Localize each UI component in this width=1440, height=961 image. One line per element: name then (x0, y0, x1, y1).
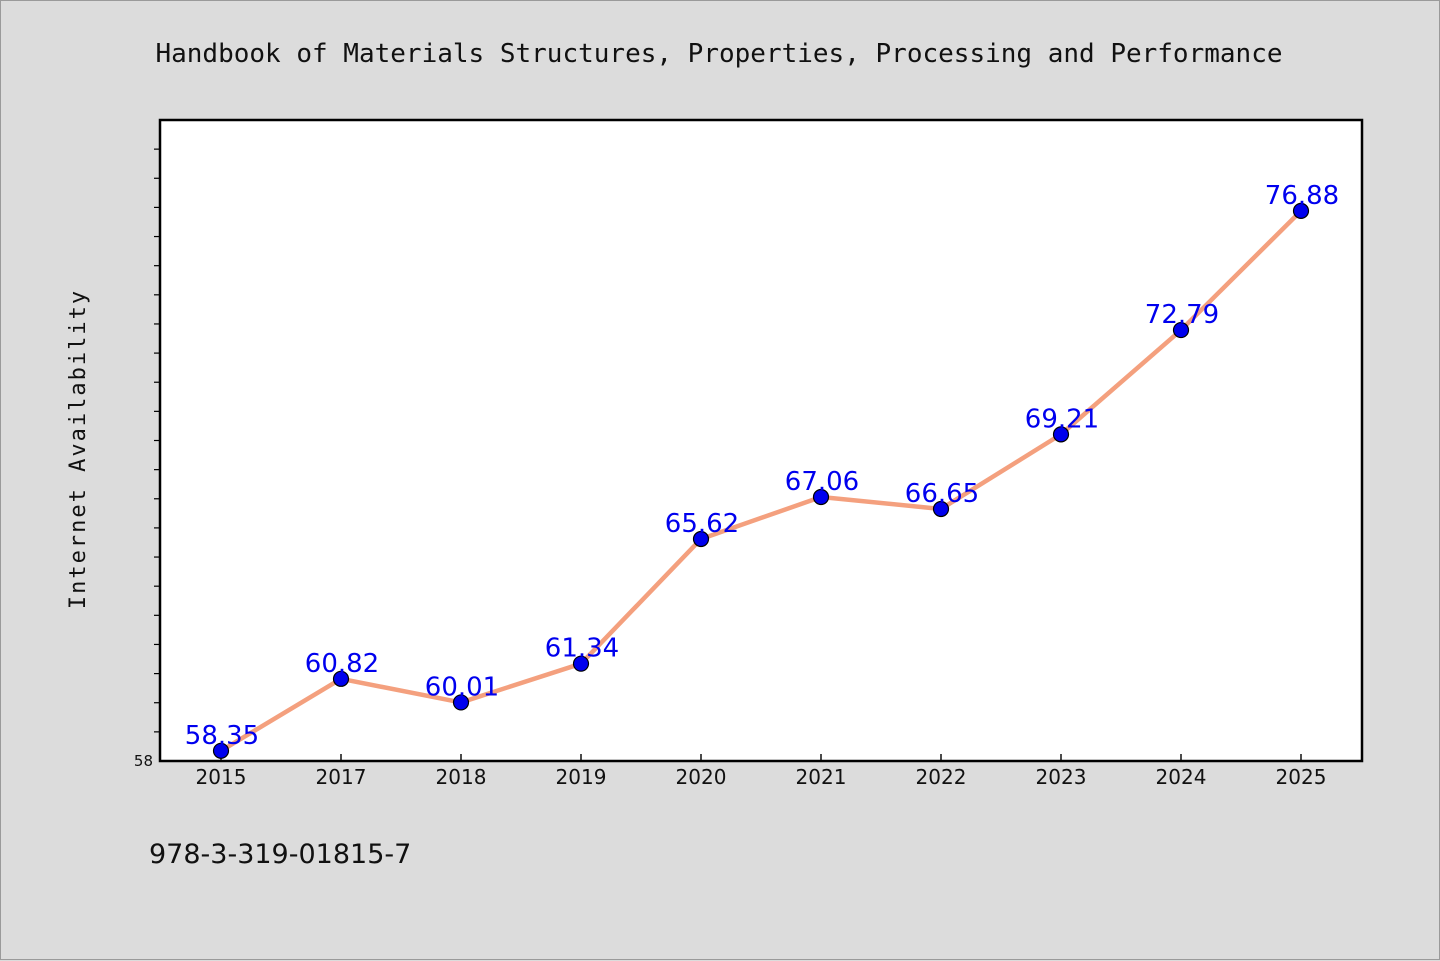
data-label: 61.34 (545, 634, 619, 664)
data-label: 72.79 (1145, 300, 1219, 330)
x-tick-label: 2022 (916, 765, 967, 789)
y-axis-label: Internet Availability (66, 289, 91, 609)
series-layer (218, 208, 1304, 754)
x-tick-label: 2025 (1276, 765, 1327, 789)
data-point (572, 655, 590, 672)
x-tick-label: 2023 (1036, 765, 1087, 789)
data-label: 60.01 (425, 672, 499, 702)
data-point (932, 500, 950, 518)
data-point (1172, 321, 1190, 339)
data-label: 60.82 (305, 649, 379, 679)
data-point (812, 488, 830, 506)
data-point (1052, 426, 1070, 443)
x-tick-label: 2024 (1156, 765, 1207, 789)
data-label: 76.88 (1265, 181, 1339, 211)
x-tick-label: 2018 (436, 765, 487, 789)
marker-layer (212, 202, 1310, 759)
chart-title: Handbook of Materials Structures, Proper… (155, 39, 1282, 69)
y-axis-ticks: 58 (134, 148, 160, 770)
data-point (692, 530, 710, 548)
data-label: 67.06 (785, 467, 859, 497)
data-point (452, 694, 470, 711)
plot-area (158, 118, 1364, 763)
x-tick-label: 2021 (796, 765, 847, 789)
x-tick-label: 2020 (676, 765, 727, 789)
x-tick-label: 2015 (196, 765, 247, 789)
data-point (332, 670, 350, 687)
data-label: 66.65 (905, 479, 979, 509)
y-tick-label: 58 (134, 752, 153, 770)
x-axis-ticks: 2015 2017 2018 2019 2020 2021 2022 2023 2024 2025 (196, 754, 1327, 789)
data-point (1292, 202, 1310, 220)
data-point (212, 742, 230, 759)
data-label-layer: 58.35 60.82 60.01 61.34 65.62 67.06 66.65 69.21… (185, 181, 1339, 751)
x-tick-label: 2019 (556, 765, 607, 789)
data-label: 65.62 (665, 509, 739, 539)
data-label: 58.35 (185, 721, 259, 751)
series-line (218, 208, 1304, 754)
x-tick-label: 2017 (316, 765, 367, 789)
isbn-footer: 978-3-319-01815-7 (149, 839, 411, 870)
data-label: 69.21 (1025, 404, 1099, 434)
